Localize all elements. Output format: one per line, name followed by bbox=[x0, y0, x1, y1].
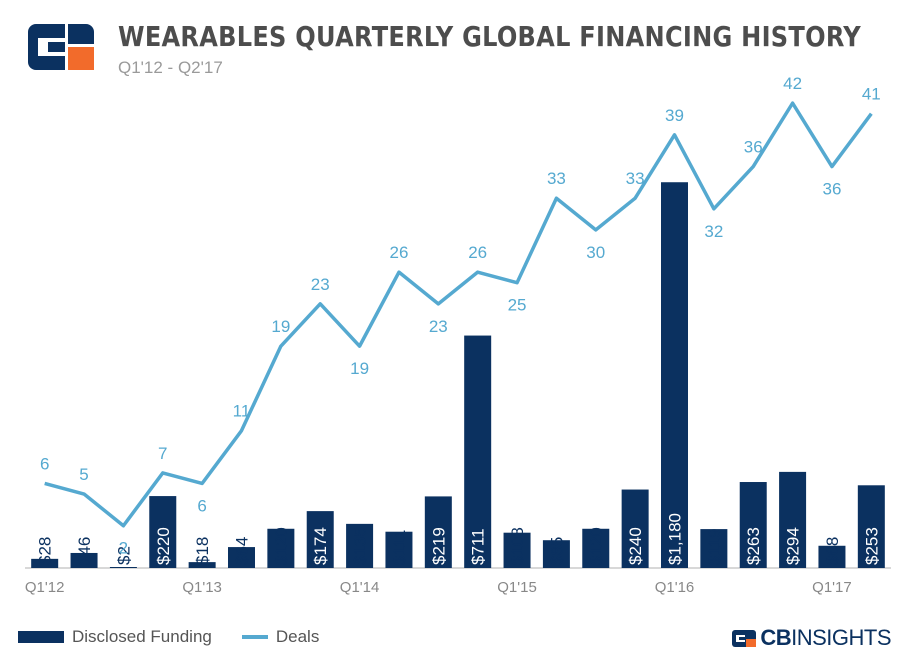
x-tick-label: Q1'13 bbox=[182, 579, 222, 596]
funding-bar-label: $1,180 bbox=[666, 513, 685, 565]
funding-bar bbox=[70, 552, 98, 568]
funding-bar bbox=[424, 496, 452, 568]
funding-bar-label: $111 bbox=[390, 530, 409, 565]
funding-bar-label: $120 bbox=[272, 527, 291, 565]
funding-bar-label: $240 bbox=[626, 527, 645, 565]
deals-data-label: 19 bbox=[271, 317, 290, 336]
funding-bar bbox=[818, 545, 846, 568]
deals-data-label: 5 bbox=[79, 465, 88, 484]
funding-bar bbox=[306, 511, 334, 568]
deals-data-label: 19 bbox=[350, 359, 369, 378]
funding-bar bbox=[464, 335, 492, 568]
funding-bar bbox=[542, 540, 570, 568]
funding-bar bbox=[31, 558, 59, 568]
deals-data-label: 7 bbox=[158, 444, 167, 463]
funding-bar-label: $219 bbox=[429, 527, 448, 565]
legend-swatch-bar bbox=[18, 631, 64, 643]
deals-data-label: 30 bbox=[586, 243, 605, 262]
funding-bar-label: $85 bbox=[547, 537, 566, 565]
funding-bar-label: $253 bbox=[862, 527, 881, 565]
funding-bar bbox=[700, 529, 728, 568]
funding-bar-label: $294 bbox=[784, 527, 803, 565]
legend-item-funding: Disclosed Funding bbox=[18, 627, 212, 647]
chart-subtitle: Q1'12 - Q2'17 bbox=[118, 58, 223, 77]
x-tick-label: Q1'16 bbox=[655, 579, 695, 596]
x-tick-label: Q1'12 bbox=[25, 579, 65, 596]
deals-data-label: 32 bbox=[704, 222, 723, 241]
funding-bar-label: $120 bbox=[587, 527, 606, 565]
deals-data-label: 39 bbox=[665, 106, 684, 125]
deals-data-label: 26 bbox=[468, 243, 487, 262]
deals-data-label: 33 bbox=[626, 169, 645, 188]
funding-bar bbox=[661, 182, 688, 568]
funding-bar bbox=[228, 547, 255, 568]
deals-data-label: 23 bbox=[429, 317, 448, 336]
funding-bar-label: $64 bbox=[233, 537, 252, 565]
x-tick-label: Q1'17 bbox=[812, 579, 852, 596]
funding-bar bbox=[346, 523, 374, 568]
funding-bar bbox=[503, 532, 531, 568]
funding-bar bbox=[385, 531, 413, 568]
brand-insights: INSIGHTS bbox=[791, 625, 891, 650]
funding-bar bbox=[621, 489, 649, 568]
deals-data-label: 42 bbox=[783, 74, 802, 93]
funding-bar-label: $263 bbox=[744, 527, 763, 565]
funding-bar-label: $28 bbox=[36, 537, 55, 565]
legend-item-deals: Deals bbox=[241, 627, 320, 647]
deals-data-label: 36 bbox=[822, 180, 841, 199]
funding-bar-label: $220 bbox=[154, 527, 173, 565]
funding-bar bbox=[188, 562, 216, 568]
deals-data-label: 36 bbox=[744, 138, 763, 157]
brand-cb: CB bbox=[760, 625, 792, 650]
funding-bar bbox=[582, 528, 610, 568]
funding-bar-label: $18 bbox=[193, 537, 212, 565]
brand-wordmark: CB INSIGHTS bbox=[732, 625, 891, 651]
funding-bar-label: $68 bbox=[823, 537, 842, 565]
legend-swatch-line bbox=[241, 635, 268, 639]
funding-bar bbox=[739, 482, 767, 568]
deals-data-label: 25 bbox=[508, 296, 527, 315]
legend-label-funding: Disclosed Funding bbox=[72, 627, 212, 646]
funding-bar-label: $135 bbox=[351, 527, 370, 565]
legend-label-deals: Deals bbox=[275, 627, 320, 646]
funding-bar-label: $46 bbox=[75, 537, 94, 565]
deals-data-label: 41 bbox=[862, 85, 881, 104]
funding-bar bbox=[779, 471, 807, 568]
x-tick-label: Q1'14 bbox=[340, 579, 380, 596]
funding-bar bbox=[267, 528, 295, 568]
x-tick-label: Q1'15 bbox=[497, 579, 537, 596]
funding-bar-label: $119 bbox=[705, 528, 724, 565]
funding-bar-label: $174 bbox=[311, 527, 330, 565]
deals-line bbox=[44, 101, 873, 528]
chart-legend: Disclosed Funding Deals bbox=[18, 627, 349, 647]
funding-bar bbox=[109, 567, 137, 568]
chart-title: WEARABLES QUARTERLY GLOBAL FINANCING HIS… bbox=[118, 20, 861, 53]
deals-data-label: 26 bbox=[389, 243, 408, 262]
cb-mini-logo-icon bbox=[732, 629, 757, 647]
deals-data-label: 11 bbox=[233, 402, 251, 421]
deals-data-label: 6 bbox=[197, 496, 206, 515]
deals-data-label: 2 bbox=[119, 539, 128, 558]
funding-bar-label: $2 bbox=[114, 546, 133, 565]
funding-bar-label: $711 bbox=[469, 528, 488, 565]
deals-data-label: 33 bbox=[547, 169, 566, 188]
cb-insights-logo-icon bbox=[28, 24, 94, 70]
deals-data-label: 6 bbox=[40, 454, 49, 473]
funding-bar-label: $108 bbox=[508, 527, 527, 565]
funding-bar bbox=[149, 496, 177, 568]
deals-data-label: 23 bbox=[311, 275, 330, 294]
funding-bar bbox=[857, 485, 885, 568]
